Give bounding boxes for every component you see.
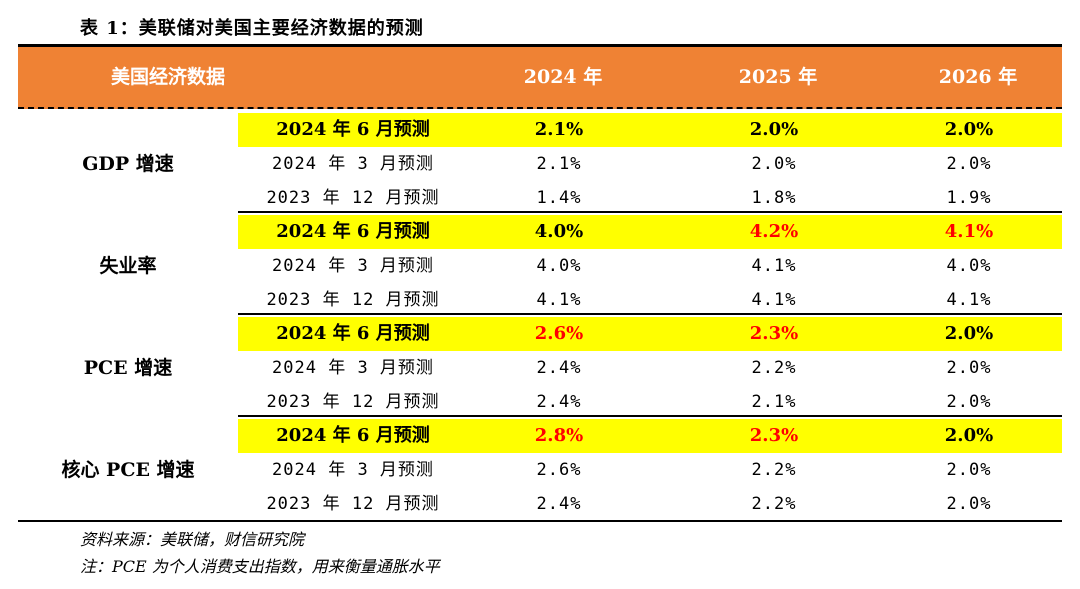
forecast-value: 2.0% (751, 154, 797, 174)
forecast-value: 2.8% (534, 425, 584, 446)
forecast-value: 1.9% (946, 188, 992, 208)
forecast-value: 2.1% (536, 154, 582, 174)
forecast-value: 2.1% (534, 119, 584, 140)
data-group: 失业率 2024 年 6 月预测 4.0% 4.2% 4.1% 2024 年 3 月预测 4… (18, 215, 1062, 317)
source-note: 资料来源：美联储，财信研究院 (80, 530, 305, 549)
forecast-value: 4.0% (536, 256, 582, 276)
group-label: PCE 增速 (83, 357, 173, 379)
forecast-value: 2.4% (536, 494, 582, 514)
table-row: 2023 年 12 月预测 2.4% 2.2% 2.0% (238, 487, 1062, 521)
header-year-2024: 2024 年 (523, 66, 603, 88)
footnote: 注：PCE 为个人消费支出指数，用来衡量通胀水平 (80, 557, 440, 576)
forecast-value: 4.1% (944, 221, 994, 242)
header-year-2026: 2026 年 (938, 66, 1018, 88)
forecast-value: 1.8% (751, 188, 797, 208)
data-group: GDP 增速 2024 年 6 月预测 2.1% 2.0% 2.0% 2024 年 3 月… (18, 113, 1062, 215)
forecast-value: 4.1% (751, 290, 797, 310)
forecast-value: 2.0% (946, 460, 992, 480)
table-header: 美国经济数据 2024 年 2025 年 2026 年 (18, 47, 1062, 109)
forecast-label: 2024 年 3 月预测 (272, 256, 434, 276)
table-row: 2023 年 12 月预测 4.1% 4.1% 4.1% (238, 283, 1062, 317)
forecast-label: 2024 年 6 月预测 (276, 323, 430, 344)
forecast-value: 2.6% (536, 460, 582, 480)
forecast-value: 2.0% (944, 323, 994, 344)
forecast-value: 2.2% (751, 358, 797, 378)
forecast-value: 2.4% (536, 358, 582, 378)
group-label: GDP 增速 (82, 153, 174, 175)
forecast-value: 2.0% (749, 119, 799, 140)
forecast-value: 2.0% (944, 425, 994, 446)
forecast-value: 2.3% (749, 323, 799, 344)
forecast-label: 2024 年 3 月预测 (272, 460, 434, 480)
forecast-label: 2023 年 12 月预测 (266, 188, 440, 208)
table-row: 2024 年 3 月预测 2.6% 2.2% 2.0% (238, 453, 1062, 487)
forecast-value: 2.2% (751, 460, 797, 480)
table-title: 表 1：美联储对美国主要经济数据的预测 (80, 18, 424, 39)
forecast-value: 2.2% (751, 494, 797, 514)
header-year-2025: 2025 年 (738, 66, 818, 88)
group-label: 失业率 (99, 255, 157, 277)
group-divider (238, 211, 1062, 213)
forecast-label: 2024 年 6 月预测 (276, 425, 430, 446)
forecast-value: 2.0% (946, 392, 992, 412)
forecast-label: 2023 年 12 月预测 (266, 392, 440, 412)
forecast-value: 2.0% (946, 358, 992, 378)
forecast-value: 4.1% (946, 290, 992, 310)
forecast-value: 4.1% (751, 256, 797, 276)
forecast-value: 2.4% (536, 392, 582, 412)
forecast-value: 4.0% (534, 221, 584, 242)
forecast-label: 2024 年 6 月预测 (276, 221, 430, 242)
group-divider (238, 313, 1062, 315)
group-divider (238, 415, 1062, 417)
table-row: 2024 年 6 月预测 4.0% 4.2% 4.1% (238, 215, 1062, 249)
data-group: 核心 PCE 增速 2024 年 6 月预测 2.8% 2.3% 2.0% 2024 年 … (18, 419, 1062, 521)
forecast-label: 2024 年 3 月预测 (272, 358, 434, 378)
table-row: 2024 年 6 月预测 2.1% 2.0% 2.0% (238, 113, 1062, 147)
forecast-value: 2.1% (751, 392, 797, 412)
header-label: 美国经济数据 (110, 66, 225, 88)
table-row: 2023 年 12 月预测 1.4% 1.8% 1.9% (238, 181, 1062, 215)
forecast-value: 2.3% (749, 425, 799, 446)
forecast-value: 2.6% (534, 323, 584, 344)
table-row: 2024 年 6 月预测 2.6% 2.3% 2.0% (238, 317, 1062, 351)
table-row: 2024 年 6 月预测 2.8% 2.3% 2.0% (238, 419, 1062, 453)
group-label: 核心 PCE 增速 (61, 459, 195, 481)
data-group: PCE 增速 2024 年 6 月预测 2.6% 2.3% 2.0% 2024 年 3 月… (18, 317, 1062, 419)
table-row: 2023 年 12 月预测 2.4% 2.1% 2.0% (238, 385, 1062, 419)
table-row: 2024 年 3 月预测 2.4% 2.2% 2.0% (238, 351, 1062, 385)
forecast-value: 4.2% (749, 221, 799, 242)
table-row: 2024 年 3 月预测 4.0% 4.1% 4.0% (238, 249, 1062, 283)
forecast-label: 2024 年 3 月预测 (272, 154, 434, 174)
forecast-label: 2023 年 12 月预测 (266, 290, 440, 310)
forecast-value: 1.4% (536, 188, 582, 208)
table-row: 2024 年 3 月预测 2.1% 2.0% 2.0% (238, 147, 1062, 181)
top-rule (18, 44, 1062, 47)
forecast-label: 2023 年 12 月预测 (266, 494, 440, 514)
forecast-value: 4.0% (946, 256, 992, 276)
forecast-value: 2.0% (944, 119, 994, 140)
forecast-label: 2024 年 6 月预测 (276, 119, 430, 140)
forecast-value: 2.0% (946, 494, 992, 514)
forecast-value: 4.1% (536, 290, 582, 310)
forecast-value: 2.0% (946, 154, 992, 174)
bottom-rule (18, 520, 1062, 522)
